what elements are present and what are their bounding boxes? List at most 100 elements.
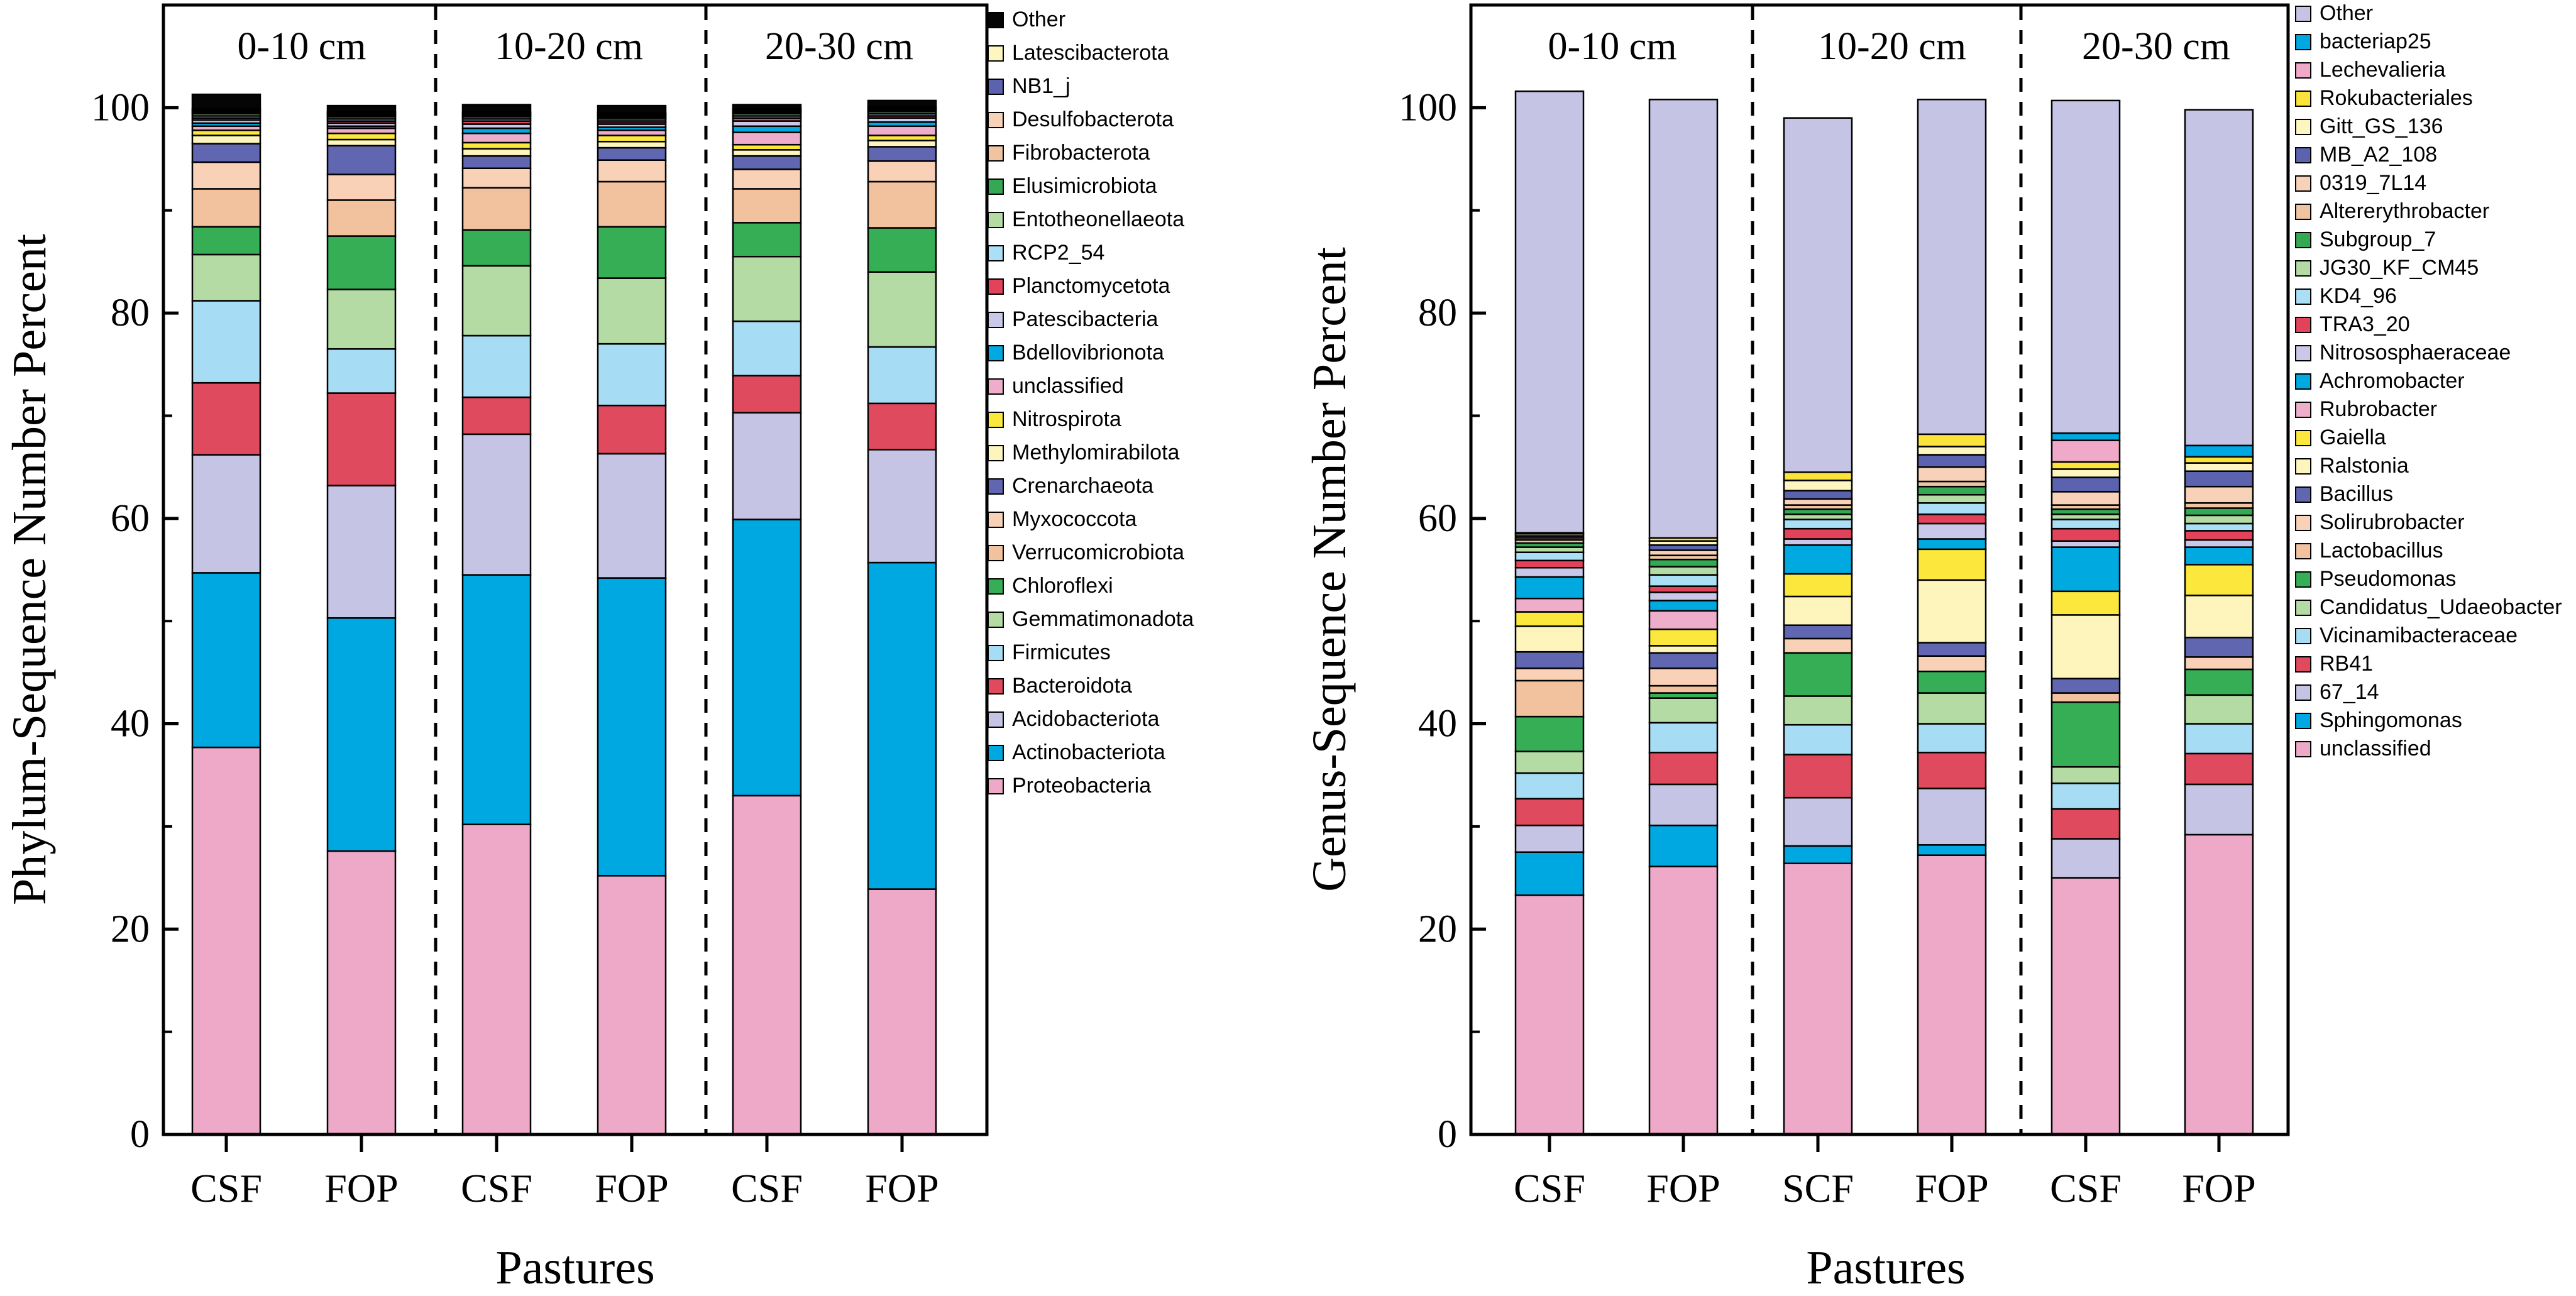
phylum-legend-label-16: Verrucomicrobiota xyxy=(1012,541,1184,564)
genus-bars xyxy=(1514,90,2254,1136)
phylum-x-tick-label-0: CSF xyxy=(190,1166,262,1211)
phylum-y-tick-label-1: 20 xyxy=(111,908,150,950)
genus-chart: 0-10 cm 10-20 cm 20-30 cm 0 20 40 60 80 100 C… xyxy=(1303,1,2562,1294)
phylum-bar-segment-1-6 xyxy=(326,235,397,290)
genus-legend-label-26: unclassified xyxy=(2320,737,2431,761)
phylum-bar-segment-4-7 xyxy=(732,188,802,224)
phylum-legend-swatch-18 xyxy=(988,612,1004,628)
phylum-bar-segment-4-0 xyxy=(732,794,802,1136)
genus-legend-label-11: TRA3_20 xyxy=(2320,312,2410,336)
phylum-bar-segment-0-10 xyxy=(191,135,261,145)
phylum-legend-swatch-19 xyxy=(988,645,1004,661)
genus-bar-segment-5-10 xyxy=(2184,595,2254,639)
genus-legend-swatch-23 xyxy=(2295,656,2311,673)
genus-x-tick-label-4: CSF xyxy=(2050,1166,2122,1211)
phylum-y-tick-label-2: 40 xyxy=(111,703,150,745)
genus-bar-segment-5-22 xyxy=(2184,462,2254,472)
genus-bar-segment-4-20 xyxy=(2050,491,2121,506)
genus-bar-segment-2-23 xyxy=(1783,471,1853,481)
phylum-bar-segment-3-11 xyxy=(597,135,667,143)
phylum-legend-swatch-7 xyxy=(988,245,1004,261)
genus-legend-label-5: MB_A2_108 xyxy=(2320,143,2437,167)
phylum-legend-swatch-14 xyxy=(988,478,1004,495)
genus-bar-segment-4-5 xyxy=(2050,766,2121,784)
genus-bar-segment-3-21 xyxy=(1917,454,1987,468)
phylum-plot-frame xyxy=(162,3,989,1136)
phylum-legend-swatch-16 xyxy=(988,545,1004,561)
phylum-legend-label-12: Nitrospirota xyxy=(1012,407,1121,431)
genus-bar-segment-2-21 xyxy=(1783,490,1853,500)
phylum-bar-segment-4-6 xyxy=(732,222,802,258)
genus-bar-segment-1-11 xyxy=(1648,629,1719,647)
genus-bar-segment-5-20 xyxy=(2184,485,2254,504)
phylum-bar-segment-0-5 xyxy=(191,253,261,302)
genus-legend-label-17: Bacillus xyxy=(2320,482,2393,506)
genus-bar-segment-1-7 xyxy=(1648,684,1719,694)
phylum-bar-segment-4-12 xyxy=(732,131,802,146)
phylum-bar-segment-2-23 xyxy=(461,104,532,113)
genus-bar-segment-2-15 xyxy=(1783,527,1853,540)
genus-bar-segment-1-5 xyxy=(1648,697,1719,724)
genus-bar-segment-3-10 xyxy=(1917,579,1987,644)
genus-bar-segment-1-0 xyxy=(1648,865,1719,1136)
phylum-legend-swatch-15 xyxy=(988,512,1004,528)
phylum-x-tick-label-2: CSF xyxy=(461,1166,532,1211)
genus-legend-label-12: Nitrososphaeraceae xyxy=(2320,341,2511,365)
genus-bar-segment-2-10 xyxy=(1783,595,1853,626)
phylum-bar-segment-0-0 xyxy=(191,746,261,1136)
phylum-bar-segment-2-8 xyxy=(461,167,532,189)
phylum-bar-segment-2-6 xyxy=(461,229,532,267)
genus-legend-label-8: Subgroup_7 xyxy=(2320,228,2436,251)
genus-y-tick-label-1: 20 xyxy=(1418,908,1457,950)
genus-legend-label-23: RB41 xyxy=(2320,652,2373,676)
genus-bar-segment-2-1 xyxy=(1783,845,1853,864)
phylum-legend-label-20: Bacteroidota xyxy=(1012,674,1132,698)
genus-legend-swatch-21 xyxy=(2295,600,2311,616)
phylum-bar-segment-2-5 xyxy=(461,265,532,337)
phylum-chart: 0-10 cm 10-20 cm 20-30 cm 0 20 40 60 80 100 C… xyxy=(3,3,1194,1294)
phylum-bar-segment-5-9 xyxy=(867,146,937,162)
phylum-legend-label-1: Latescibacterota xyxy=(1012,41,1169,65)
genus-bar-segment-1-15 xyxy=(1648,585,1719,593)
genus-bar-segment-4-21 xyxy=(2050,476,2121,493)
genus-legend-label-22: Vicinamibacteraceae xyxy=(2320,623,2518,647)
genus-bar-segment-5-6 xyxy=(2184,668,2254,696)
phylum-group-label-0: 0-10 cm xyxy=(238,25,366,68)
genus-bar-segment-5-11 xyxy=(2184,564,2254,596)
genus-y-axis: 0 20 40 60 80 100 xyxy=(1399,86,1486,1156)
genus-legend-label-15: Gaiella xyxy=(2320,426,2386,449)
phylum-x-axis: CSF FOP CSF FOP CSF FOP xyxy=(190,1134,939,1211)
genus-group-label-1: 10-20 cm xyxy=(1818,25,1966,68)
phylum-bar-segment-5-23 xyxy=(867,99,937,107)
phylum-bar-segment-3-1 xyxy=(597,577,667,877)
phylum-bar-segment-1-7 xyxy=(326,199,397,237)
phylum-bar-segment-1-10 xyxy=(326,138,397,147)
genus-bar-segment-5-9 xyxy=(2184,637,2254,658)
genus-bar-segment-0-11 xyxy=(1514,611,1585,627)
phylum-bar-segment-1-5 xyxy=(326,288,397,350)
phylum-bar-segment-3-6 xyxy=(597,226,667,279)
genus-bar-segment-5-23 xyxy=(2184,456,2254,464)
genus-bar-segment-5-18 xyxy=(2184,507,2254,517)
genus-bar-segment-0-5 xyxy=(1514,750,1585,774)
genus-bar-segment-1-12 xyxy=(1648,610,1719,630)
phylum-bar-segment-4-9 xyxy=(732,155,802,170)
phylum-legend-label-9: Patescibacteria xyxy=(1012,307,1159,331)
genus-y-tick-label-0: 0 xyxy=(1438,1113,1457,1156)
genus-bar-segment-3-4 xyxy=(1917,723,1987,754)
genus-x-axis: CSF FOP SCF FOP CSF FOP xyxy=(1514,1134,2256,1211)
genus-bar-segment-0-13 xyxy=(1514,576,1585,600)
genus-bar-segment-0-1 xyxy=(1514,851,1585,896)
phylum-bar-segment-0-4 xyxy=(191,300,261,384)
phylum-legend-swatch-22 xyxy=(988,745,1004,761)
genus-bar-segment-2-3 xyxy=(1783,754,1853,799)
genus-bar-segment-4-7 xyxy=(2050,692,2121,703)
genus-legend-swatch-8 xyxy=(2295,232,2311,248)
genus-legend-swatch-11 xyxy=(2295,317,2311,333)
genus-legend-swatch-16 xyxy=(2295,458,2311,475)
genus-bar-segment-0-6 xyxy=(1514,715,1585,752)
genus-x-tick-label-0: CSF xyxy=(1514,1166,1585,1211)
genus-bar-segment-3-16 xyxy=(1917,502,1987,515)
genus-legend-swatch-19 xyxy=(2295,543,2311,559)
